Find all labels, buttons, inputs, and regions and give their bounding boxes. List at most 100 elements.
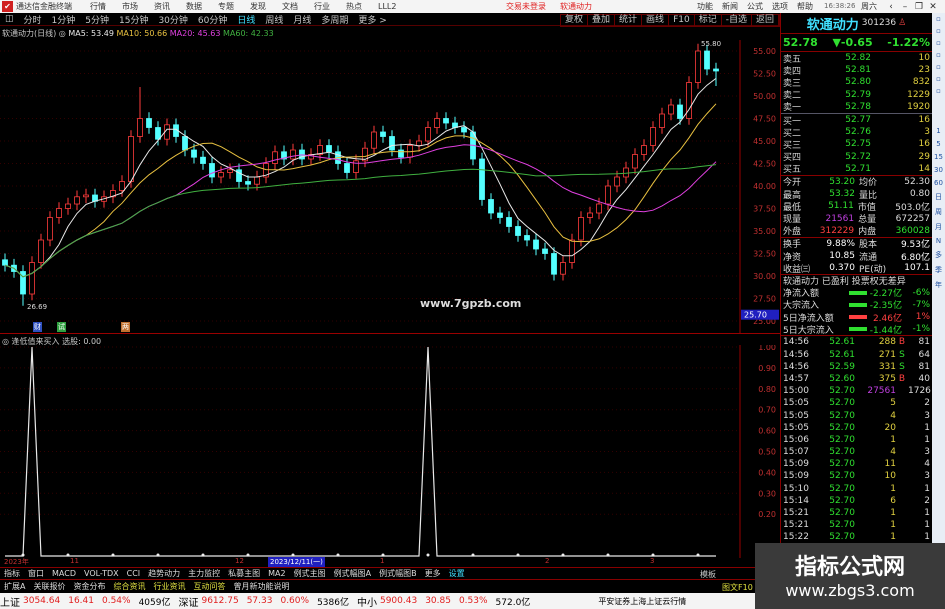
menu-item[interactable]: 功能 xyxy=(697,2,713,11)
period-tab[interactable]: 30分钟 xyxy=(158,15,188,26)
indicator-tab[interactable]: 趋势动力 xyxy=(148,569,181,578)
period-tab[interactable]: 60分钟 xyxy=(197,15,228,26)
trade-status[interactable]: 交易未登录 xyxy=(506,2,546,11)
high-annotation: 55.80 xyxy=(701,40,721,48)
minimize-icon[interactable]: – xyxy=(902,2,908,12)
side-period-button[interactable]: 60 xyxy=(934,179,943,187)
person-icon[interactable]: ♙ xyxy=(898,18,907,28)
info-tab[interactable]: 互动问答 xyxy=(193,581,226,591)
period-tab[interactable]: 日线 xyxy=(237,15,256,26)
menu-item[interactable]: 热点 xyxy=(346,2,362,11)
toolbar-button[interactable]: 标记 xyxy=(695,15,722,26)
menu-item[interactable]: 公式 xyxy=(747,2,763,11)
side-period-button[interactable]: 季 xyxy=(935,266,942,274)
menu-item[interactable]: 数据 xyxy=(186,2,202,11)
period-tab[interactable]: 多周期 xyxy=(321,15,349,26)
menu-item[interactable]: 市场 xyxy=(122,2,138,11)
tick-row-cell: 40 xyxy=(918,373,930,384)
side-period-button[interactable]: 年 xyxy=(935,281,942,289)
indicator-tab[interactable]: 更多 xyxy=(424,569,441,578)
indicator-tab[interactable]: MACD xyxy=(52,569,76,578)
indicator-tab[interactable]: 指标 xyxy=(4,569,20,578)
info-tab[interactable]: 曾月新功能说明 xyxy=(233,581,290,591)
template-button[interactable]: 模板 xyxy=(700,570,716,579)
indicator-tab[interactable]: 例式主图 xyxy=(293,569,326,578)
info-tab[interactable]: 扩展A xyxy=(4,581,26,591)
menu-item[interactable]: 专题 xyxy=(218,2,234,11)
indicator-tab[interactable]: VOL-TDX xyxy=(83,569,119,578)
event-marker[interactable]: 两 xyxy=(121,322,130,332)
indicator-tab[interactable]: 例式幅图A xyxy=(333,569,372,578)
indicator-tab[interactable]: 窗口 xyxy=(28,569,44,578)
menu-item[interactable]: 行情 xyxy=(90,2,106,11)
indicator-tab[interactable]: 设置 xyxy=(448,569,465,578)
layout-icon[interactable]: ◫ xyxy=(5,14,14,24)
toolbar-button[interactable]: F10 xyxy=(669,15,695,26)
side-period-button[interactable]: 5 xyxy=(936,140,941,148)
indicator-tab[interactable]: 主力监控 xyxy=(188,569,221,578)
toolbar-button[interactable]: 画线 xyxy=(642,15,670,26)
toolbar-button[interactable]: 返回 xyxy=(752,15,779,26)
indicator-tab[interactable]: MA2 xyxy=(268,569,286,578)
side-period-button[interactable]: 周 xyxy=(935,208,942,216)
info-tab[interactable]: 资金分布 xyxy=(73,581,106,591)
f10-button[interactable]: 图文F10 xyxy=(722,583,753,592)
info-tab[interactable]: 综合资讯 xyxy=(113,581,146,591)
period-tab[interactable]: 5分钟 xyxy=(85,15,109,26)
stat-row-cell: 0.80 xyxy=(909,189,930,200)
chart-icon[interactable]: ▫ xyxy=(936,39,941,47)
toolbar-button[interactable]: 统计 xyxy=(615,15,643,26)
period-tab[interactable]: 更多 > xyxy=(358,15,387,26)
toolbar-button[interactable]: -自选 xyxy=(722,15,752,26)
settings-icon[interactable]: ◎ xyxy=(58,29,66,38)
period-tab[interactable]: 1分钟 xyxy=(51,15,76,26)
stat-row-cell: 流通 xyxy=(859,252,878,263)
close-icon[interactable]: ✕ xyxy=(929,2,937,12)
indicator-tab[interactable]: 私募主图 xyxy=(228,569,261,578)
indicator-tab[interactable]: 例式幅图B xyxy=(379,569,417,578)
info-tab[interactable]: 行业资讯 xyxy=(153,581,186,591)
menu-item[interactable]: 文档 xyxy=(282,2,298,11)
indicator-chart[interactable]: 1.00 0.90 0.80 0.70 0.60 0.50 0.40 0.30 0.20 xyxy=(0,345,780,558)
indicator-tab[interactable]: CCI xyxy=(126,569,141,578)
bell-icon[interactable]: ▫ xyxy=(936,27,941,35)
tool-icon[interactable]: ▫ xyxy=(936,75,941,83)
arrow-icon[interactable]: ▫ xyxy=(936,15,941,23)
flow-row-cell: -6% xyxy=(912,287,930,298)
side-period-button[interactable]: N xyxy=(935,237,942,245)
side-period-button[interactable]: 1 xyxy=(936,127,941,135)
toolbar-button[interactable]: 叠加 xyxy=(588,15,616,26)
period-tab[interactable]: 分时 xyxy=(23,15,42,26)
server-name[interactable]: 平安证券上海上证云行情 xyxy=(598,596,687,606)
candle xyxy=(146,118,152,128)
menu-item[interactable]: 行业 xyxy=(314,2,330,11)
menu-item[interactable]: LLL2 xyxy=(378,2,397,11)
period-tab[interactable]: 15分钟 xyxy=(119,15,149,26)
toolbar-button[interactable]: 复权 xyxy=(561,15,589,26)
menu-item[interactable]: 新闻 xyxy=(722,2,738,11)
side-period-button[interactable]: 30 xyxy=(934,166,943,174)
side-period-button[interactable]: 多 xyxy=(935,251,942,259)
menu-item[interactable]: 帮助 xyxy=(797,2,813,11)
order-row-cell: 卖三 xyxy=(783,78,802,89)
menu-item[interactable]: 资讯 xyxy=(154,2,170,11)
info-icon[interactable]: ▫ xyxy=(936,87,941,95)
candle xyxy=(263,163,269,178)
tick-row-cell: 1 xyxy=(924,434,930,445)
event-marker[interactable]: 试 xyxy=(57,322,66,332)
side-period-button[interactable]: 日 xyxy=(935,193,942,201)
back-icon[interactable]: ‹ xyxy=(889,2,893,12)
candlestick-chart[interactable]: 55.00 52.50 50.00 47.50 45.00 42.50 40.00 37.50… xyxy=(0,40,780,333)
period-tab[interactable]: 周线 xyxy=(265,15,284,26)
trend-icon[interactable]: ▫ xyxy=(936,63,941,71)
side-period-button[interactable]: 15 xyxy=(934,153,943,161)
indicator-settings-icon[interactable]: ◎ xyxy=(2,337,9,346)
side-period-button[interactable]: 月 xyxy=(935,223,942,231)
info-tab[interactable]: 关联报价 xyxy=(33,581,66,591)
event-marker[interactable]: 财 xyxy=(33,322,42,332)
period-tab[interactable]: 月线 xyxy=(293,15,312,26)
menu-item[interactable]: 选项 xyxy=(772,2,788,11)
list-icon[interactable]: ▫ xyxy=(936,51,941,59)
menu-item[interactable]: 发现 xyxy=(250,2,266,11)
restore-icon[interactable]: ❐ xyxy=(914,2,924,12)
